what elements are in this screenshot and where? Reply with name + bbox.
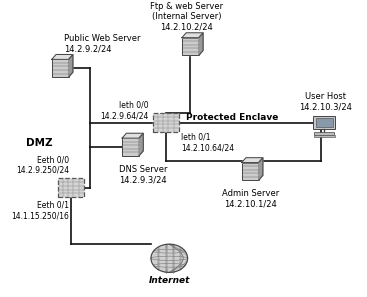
Polygon shape [151, 244, 188, 272]
Bar [313, 116, 335, 129]
Text: Protected Enclave: Protected Enclave [186, 113, 279, 121]
Text: DMZ: DMZ [26, 138, 52, 148]
Polygon shape [122, 133, 143, 138]
Bar [58, 178, 84, 197]
Bar [313, 135, 335, 138]
Polygon shape [259, 158, 263, 180]
Bar [242, 162, 259, 180]
Bar [182, 38, 199, 55]
Bar [316, 118, 333, 127]
Text: Ieth 0/0
14.2.9.64/24: Ieth 0/0 14.2.9.64/24 [100, 101, 148, 120]
Bar [153, 113, 179, 132]
Text: User Host
14.2.10.3/24: User Host 14.2.10.3/24 [299, 92, 352, 112]
Text: Ftp & web Server
(Internal Server)
14.2.10.2/24: Ftp & web Server (Internal Server) 14.2.… [150, 2, 224, 31]
Text: Public Web Server
14.2.9.2/24: Public Web Server 14.2.9.2/24 [64, 34, 140, 53]
Text: Ieth 0/1
14.2.10.64/24: Ieth 0/1 14.2.10.64/24 [181, 133, 234, 152]
Polygon shape [69, 55, 73, 77]
Text: Eeth 0/0
14.2.9.250/24: Eeth 0/0 14.2.9.250/24 [16, 155, 69, 175]
Text: DNS Server
14.2.9.3/24: DNS Server 14.2.9.3/24 [119, 165, 167, 184]
Text: Eeth 0/1
14.1.15.250/16: Eeth 0/1 14.1.15.250/16 [11, 201, 69, 220]
Polygon shape [182, 33, 203, 38]
Polygon shape [242, 158, 263, 162]
Text: Admin Server
14.2.10.1/24: Admin Server 14.2.10.1/24 [222, 189, 279, 208]
Polygon shape [139, 133, 143, 156]
Text: Internet: Internet [149, 276, 190, 285]
Bar [52, 59, 69, 77]
Polygon shape [199, 33, 203, 55]
Bar [314, 132, 334, 135]
Polygon shape [52, 55, 73, 59]
Bar [122, 138, 139, 156]
